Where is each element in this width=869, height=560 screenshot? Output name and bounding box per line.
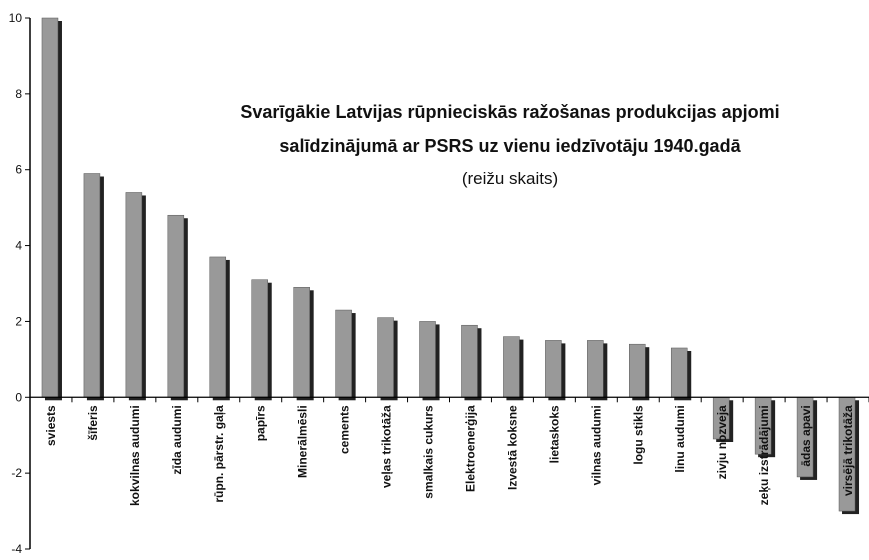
x-tick-label: vilnas audumi bbox=[589, 405, 603, 485]
bar bbox=[167, 214, 185, 398]
bar bbox=[83, 173, 101, 398]
x-tick-label: smalkais cukurs bbox=[422, 405, 436, 499]
bar bbox=[629, 343, 646, 398]
x-tick-label: sviests bbox=[44, 405, 58, 446]
bar bbox=[293, 287, 310, 398]
bar bbox=[419, 321, 436, 398]
x-tick-label: linu audumi bbox=[673, 405, 687, 472]
bar bbox=[461, 324, 478, 398]
y-tick-label: 8 bbox=[15, 87, 22, 101]
bar bbox=[545, 340, 562, 398]
x-tick-label: lietaskoks bbox=[547, 405, 561, 463]
x-tick-label: šīferis bbox=[86, 405, 100, 441]
bar bbox=[335, 309, 352, 398]
chart-title: Svarīgākie Latvijas rūpnieciskās ražošan… bbox=[240, 102, 779, 122]
x-tick-label: virsējā trikotāža bbox=[841, 405, 855, 496]
y-tick-label: -4 bbox=[11, 542, 22, 556]
bar bbox=[251, 279, 268, 398]
x-tick-label: kokvilnas audumi bbox=[128, 405, 142, 506]
x-tick-label: Elektroenerģija bbox=[463, 405, 477, 492]
x-tick-label: zeķu izstrādājumi bbox=[757, 405, 771, 505]
x-tick-label: Izvestā koksne bbox=[505, 405, 519, 490]
bar bbox=[670, 347, 688, 398]
y-tick-label: 2 bbox=[15, 314, 22, 328]
x-tick-label: Minerālmēsli bbox=[296, 405, 310, 478]
bar bbox=[41, 17, 59, 398]
bar bbox=[587, 340, 604, 398]
chart-title: salīdzinājumā ar PSRS uz vienu iedzīvotā… bbox=[279, 136, 741, 156]
bar bbox=[209, 256, 227, 398]
x-tick-label: veļas trikotāža bbox=[380, 405, 394, 488]
y-tick-label: 0 bbox=[15, 390, 22, 404]
x-tick-label: cements bbox=[338, 405, 352, 454]
bar bbox=[377, 317, 394, 398]
x-tick-label: papīrs bbox=[254, 405, 268, 441]
x-tick-label: logu stikls bbox=[631, 405, 645, 465]
y-tick-label: 4 bbox=[15, 239, 22, 253]
bar bbox=[503, 336, 520, 398]
chart-subtitle: (reižu skaits) bbox=[462, 169, 558, 188]
y-tick-label: 10 bbox=[9, 11, 23, 25]
y-tick-label: -2 bbox=[11, 466, 22, 480]
x-tick-label: ādas apavi bbox=[799, 405, 813, 466]
x-tick-label: zivju nozveja bbox=[715, 405, 729, 479]
x-tick-label: rūpn. pārstr. gaļa bbox=[212, 405, 226, 503]
bar bbox=[125, 192, 143, 398]
x-tick-label: zīda audumi bbox=[170, 405, 184, 474]
y-tick-label: 6 bbox=[15, 163, 22, 177]
